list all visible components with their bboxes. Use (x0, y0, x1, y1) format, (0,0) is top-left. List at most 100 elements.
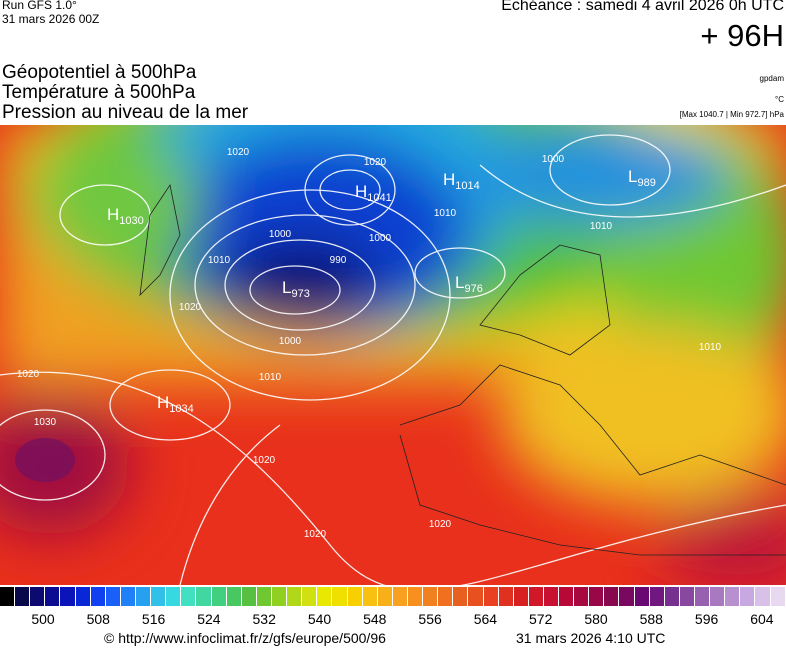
colorbar-label: 580 (584, 611, 608, 627)
colorbar-label: 500 (31, 611, 55, 627)
colorbar-swatch (725, 587, 741, 606)
colorbar-swatch (513, 587, 529, 606)
colorbar-swatch (105, 587, 121, 606)
isobar-label: 1020 (179, 302, 202, 313)
run-label: Run GFS 1.0° (2, 0, 77, 12)
colorbar (0, 587, 786, 606)
pressure-center: H1034 (157, 393, 194, 415)
isobar-label: 1010 (590, 221, 613, 232)
colorbar-swatch (679, 587, 696, 606)
colorbar-swatch (770, 587, 786, 606)
pressure-center: L976 (455, 273, 483, 295)
colorbar-swatch (664, 587, 680, 606)
center-kind: L (282, 278, 291, 297)
isobar-label: 1020 (253, 455, 276, 466)
colorbar-label: 572 (529, 611, 553, 627)
title: Géopotentiel à 500hPa (2, 62, 197, 83)
center-kind: H (355, 182, 367, 201)
colorbar-swatch (604, 587, 620, 606)
colorbar-label: 548 (363, 611, 387, 627)
colorbar-label: 604 (750, 611, 774, 627)
colorbar-label: 564 (474, 611, 498, 627)
colorbar-swatch (362, 587, 378, 606)
pressure-center: L973 (282, 278, 310, 300)
center-value: 1014 (455, 180, 479, 192)
center-kind: L (628, 167, 637, 186)
colorbar-swatch (649, 587, 665, 606)
colorbar-swatch (377, 587, 393, 606)
isobar-label: 990 (330, 255, 347, 266)
isobar-label: 1010 (208, 255, 231, 266)
colorbar-swatch (241, 587, 257, 606)
colorbar-swatch (498, 587, 514, 606)
colorbar-swatch (90, 587, 106, 606)
isobar-label: 1000 (279, 336, 302, 347)
colorbar-swatch (423, 587, 439, 606)
colorbar-swatch (151, 587, 167, 606)
colorbar-swatch (256, 587, 272, 606)
colorbar-swatch (695, 587, 711, 606)
pressure-center: L989 (628, 167, 656, 189)
colorbar-swatch (30, 587, 46, 606)
colorbar-swatch (619, 587, 635, 606)
isobar-label: 1020 (17, 369, 40, 380)
colorbar-label: 508 (87, 611, 111, 627)
colorbar-labels: 500 508 516 524 532 540 548 556 564 572 580 588 596 6… (31, 611, 774, 627)
pressure-center: H1030 (107, 205, 144, 227)
colorbar-swatch (302, 587, 318, 606)
colorbar-swatch (317, 587, 333, 606)
colorbar-swatch (211, 587, 227, 606)
timestamp: 31 mars 2026 4:10 UTC (516, 630, 666, 646)
unit: [Max 1040.7 | Min 972.7] hPa (679, 110, 784, 119)
colorbar-swatch (438, 587, 454, 606)
lead-time: + 96H (700, 18, 784, 53)
center-kind: H (443, 170, 455, 189)
colorbar-swatch (271, 587, 288, 606)
center-kind: H (157, 393, 169, 412)
colorbar-swatch (740, 587, 756, 606)
center-value: 976 (464, 283, 482, 295)
colorbar-swatch (483, 587, 499, 606)
colorbar-swatch (15, 587, 31, 606)
title: Température à 500hPa (2, 82, 196, 103)
pressure-center: H1014 (443, 170, 480, 192)
colorbar-label: 556 (418, 611, 442, 627)
title: Pression au niveau de la mer (2, 102, 249, 123)
colorbar-swatch (75, 587, 91, 606)
source-url: © http://www.infoclimat.fr/z/gfs/europe/… (104, 630, 386, 646)
isobar-label: 1010 (259, 372, 282, 383)
colorbar-swatch (559, 587, 575, 606)
unit: gpdam (759, 74, 784, 83)
colorbar-label: 532 (253, 611, 277, 627)
pressure-center: H1041 (355, 182, 392, 204)
colorbar-label: 596 (695, 611, 719, 627)
center-value: 1041 (367, 192, 391, 204)
colorbar-swatch (528, 587, 544, 606)
colorbar-swatch (0, 587, 16, 606)
colorbar-swatch (574, 587, 590, 606)
unit: °C (775, 95, 784, 104)
colorbar-label: 588 (640, 611, 664, 627)
isobar-label: 1010 (434, 208, 457, 219)
center-value: 1034 (169, 403, 193, 415)
center-value: 1030 (119, 215, 143, 227)
center-kind: H (107, 205, 119, 224)
colorbar-swatch (60, 587, 76, 606)
colorbar-swatch (120, 587, 136, 606)
colorbar-swatch (543, 587, 560, 606)
colorbar-swatch (589, 587, 605, 606)
colorbar-label: 540 (308, 611, 332, 627)
isobar-label: 1020 (429, 519, 452, 530)
colorbar-swatch (196, 587, 212, 606)
colorbar-label: 516 (142, 611, 166, 627)
colorbar-swatch (135, 587, 152, 606)
colorbar-swatch (332, 587, 348, 606)
colorbar-swatch (392, 587, 408, 606)
center-value: 973 (291, 288, 309, 300)
isobar-label: 1020 (304, 529, 327, 540)
colorbar-swatch (634, 587, 650, 606)
forecast-time: Échéance : samedi 4 avril 2026 0h UTC (501, 0, 784, 14)
isobar-label: 1010 (699, 342, 722, 353)
colorbar-swatch (226, 587, 242, 606)
